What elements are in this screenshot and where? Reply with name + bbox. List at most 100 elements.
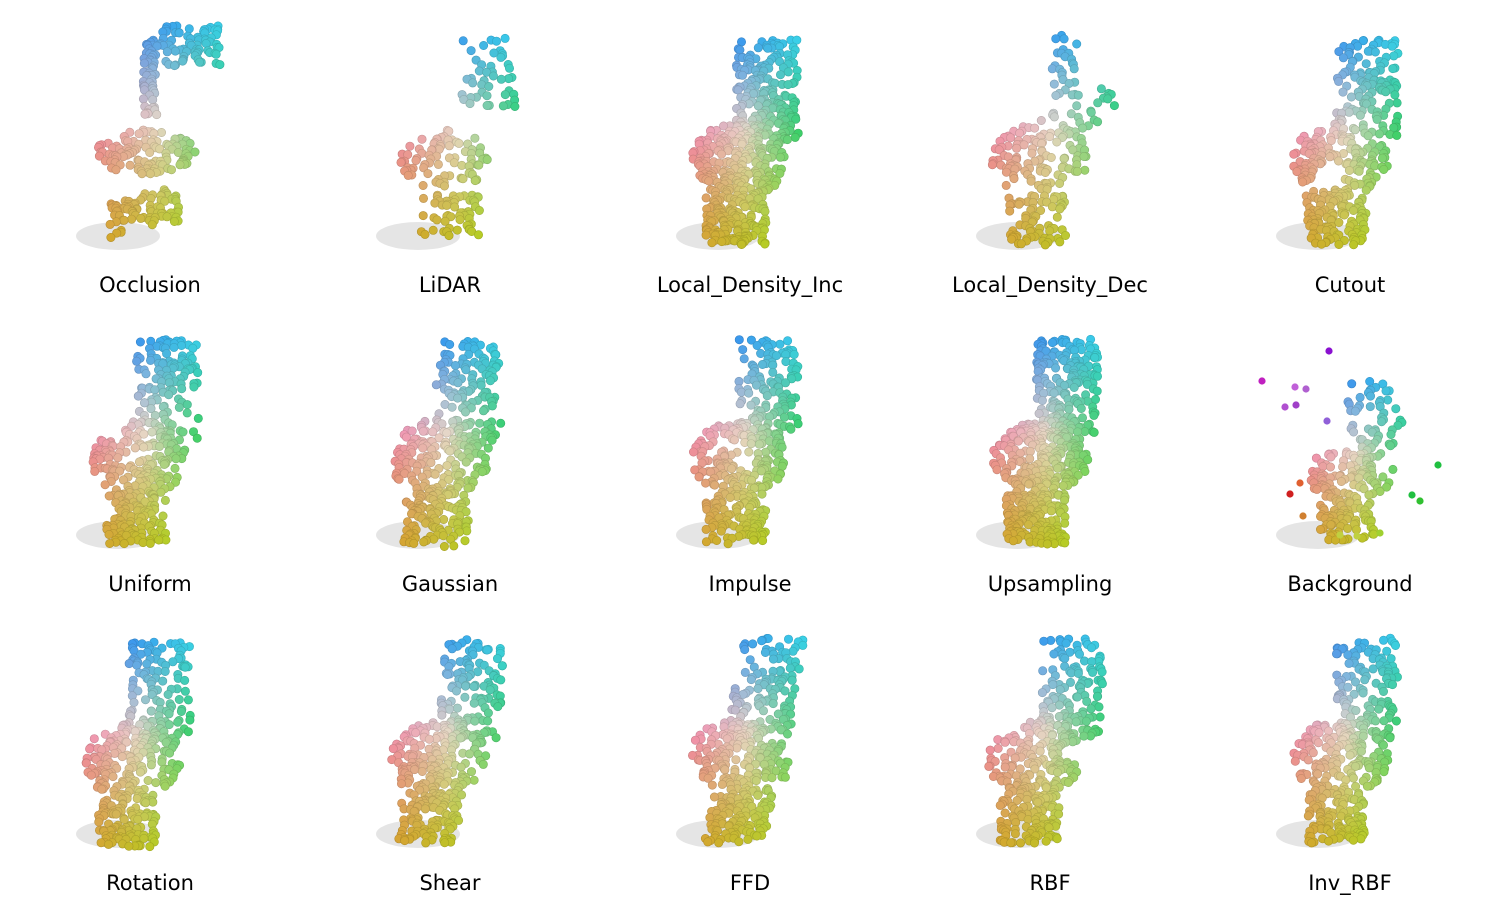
cloud-point — [403, 170, 413, 180]
cloud-point — [1040, 168, 1050, 178]
cloud-point — [1388, 464, 1398, 474]
cloud-point — [752, 380, 762, 390]
cloud-point — [1040, 240, 1050, 250]
cloud-point — [482, 155, 492, 165]
cloud-point — [164, 709, 174, 719]
cloud-point — [1096, 84, 1106, 94]
cloud-point — [439, 779, 449, 789]
cloud-point — [776, 725, 786, 735]
cloud-point — [780, 772, 790, 782]
cloud-point — [701, 193, 711, 203]
cloud-point — [717, 149, 727, 159]
point-cloud-lidar — [376, 33, 520, 250]
cloud-point — [151, 778, 161, 788]
cloud-point — [1350, 180, 1360, 190]
cloud-point — [1339, 149, 1349, 159]
cloud-point — [442, 670, 452, 680]
cloud-point — [1069, 383, 1079, 393]
cloud-point — [475, 418, 485, 428]
cloud-point — [777, 461, 787, 471]
cloud-point — [748, 639, 758, 649]
cloud-point — [152, 110, 162, 120]
cloud-point — [740, 202, 750, 212]
panel-cutout: Cutout — [1200, 0, 1500, 300]
cloud-point — [734, 335, 744, 345]
cloud-point — [1093, 117, 1103, 127]
cloud-point — [401, 432, 411, 442]
cloud-point — [420, 804, 430, 814]
cloud-point — [438, 531, 448, 541]
cloud-point — [130, 443, 140, 453]
cloud-point — [746, 400, 756, 410]
cloud-point — [1093, 371, 1103, 381]
cloud-point — [1378, 472, 1388, 482]
cloud-point — [127, 214, 137, 224]
cloud-point — [454, 815, 464, 825]
cloud-point — [1049, 79, 1059, 89]
cloud-point — [450, 202, 460, 212]
cloud-point — [1391, 404, 1401, 414]
cloud-point — [1103, 94, 1113, 104]
cloud-point — [500, 33, 510, 43]
cloud-point — [452, 225, 462, 235]
cloud-point — [783, 80, 793, 90]
panel-local-density-inc: Local_Density_Inc — [600, 0, 900, 300]
cloud-point — [157, 128, 167, 138]
cloud-point — [1058, 481, 1068, 491]
cloud-point — [1365, 402, 1375, 412]
cloud-point — [732, 743, 742, 753]
cloud-point — [753, 43, 763, 53]
outlier-point — [1296, 479, 1304, 487]
cloud-point — [1045, 226, 1055, 236]
cloud-point — [1046, 153, 1056, 163]
cloud-point — [1047, 64, 1057, 74]
ground-shadow — [376, 222, 460, 250]
cloud-point — [418, 426, 428, 436]
cloud-point — [760, 239, 770, 249]
cloud-point — [479, 406, 489, 416]
point-cloud-shear — [376, 635, 507, 848]
cloud-point — [96, 838, 106, 848]
cloud-point — [474, 160, 484, 170]
cloud-point — [1386, 430, 1396, 440]
cloud-point — [1355, 110, 1365, 120]
cloud-point — [163, 690, 173, 700]
cloud-point — [461, 457, 471, 467]
cloud-point — [397, 779, 407, 789]
panel-label: Gaussian — [401, 572, 499, 596]
cloud-point — [493, 702, 503, 712]
cloud-point — [784, 634, 794, 644]
cloud-point — [1336, 477, 1346, 487]
cloud-point — [1014, 199, 1024, 209]
cloud-point — [459, 95, 469, 105]
cloud-point — [173, 717, 183, 727]
cloud-point — [1052, 212, 1062, 222]
panel-label: Rotation — [106, 871, 194, 895]
cloud-point — [1298, 177, 1308, 187]
cloud-point — [453, 378, 463, 388]
cloud-point — [155, 441, 165, 451]
cloud-point — [440, 838, 450, 848]
cloud-point — [170, 463, 180, 473]
cloud-point — [458, 174, 468, 184]
cloud-point — [81, 758, 91, 768]
outlier-point — [1376, 529, 1384, 537]
cloud-point — [139, 442, 149, 452]
cloud-point — [447, 402, 457, 412]
cloud-point — [1350, 406, 1360, 416]
cloud-point — [160, 196, 170, 206]
cloud-point — [155, 144, 165, 154]
cloud-point — [445, 446, 455, 456]
cloud-point — [744, 447, 754, 457]
cloud-point — [1083, 455, 1093, 465]
cloud-point — [1036, 116, 1046, 126]
cloud-point — [735, 399, 745, 409]
cloud-point — [183, 727, 193, 737]
cloud-point — [89, 734, 99, 744]
cloud-point — [1055, 204, 1065, 214]
panel-label: Local_Density_Dec — [952, 273, 1148, 297]
panel-label: Local_Density_Inc — [656, 273, 844, 297]
cloud-point — [442, 428, 452, 438]
cloud-point — [132, 356, 142, 366]
